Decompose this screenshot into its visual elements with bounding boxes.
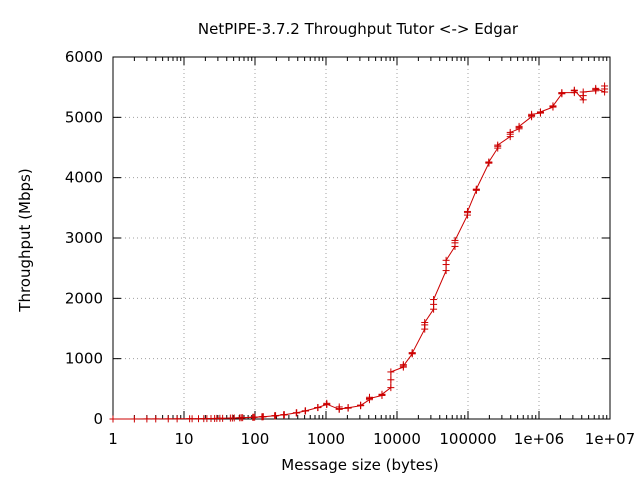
y-tick-label: 3000 (65, 229, 103, 247)
data-point (430, 296, 438, 304)
data-point (570, 86, 578, 94)
axis-ticks (112, 56, 611, 420)
x-tick-label: 1e+07 (585, 430, 635, 448)
x-tick-label: 10000 (373, 430, 421, 448)
data-point (143, 415, 151, 423)
data-point (442, 256, 450, 264)
data-point (302, 407, 310, 415)
x-tick-label: 1000 (307, 430, 345, 448)
data-point (408, 349, 416, 357)
y-tick-labels: 0 1000 2000 3000 4000 5000 6000 (65, 48, 103, 428)
data-point (387, 384, 395, 392)
grid (113, 57, 610, 419)
data-point (259, 413, 267, 421)
data-point (251, 413, 259, 421)
data-point (188, 415, 196, 423)
y-tick-label: 1000 (65, 350, 103, 368)
data-point (558, 89, 566, 97)
data-point (164, 415, 172, 423)
data-point (366, 394, 374, 402)
x-tick-labels: 1 10 100 1000 10000 100000 1e+06 1e+07 (108, 430, 635, 448)
y-axis-label: Throughput (Mbps) (16, 168, 34, 312)
data-point (442, 267, 450, 275)
data-point (451, 236, 459, 244)
data-point (152, 415, 160, 423)
data-point (506, 128, 514, 136)
chart-title: NetPIPE-3.7.2 Throughput Tutor <-> Edgar (198, 20, 519, 38)
data-point (219, 414, 227, 422)
data-point (280, 411, 288, 419)
data-point (335, 405, 343, 413)
y-tick-label: 2000 (65, 289, 103, 307)
data-point (314, 403, 322, 411)
data-point (378, 390, 386, 398)
data-point (463, 207, 471, 215)
series-group (109, 82, 609, 423)
y-tick-label: 4000 (65, 169, 103, 187)
data-point (173, 415, 181, 423)
data-point (357, 401, 365, 409)
data-point (272, 412, 280, 420)
x-tick-label: 1 (108, 430, 118, 448)
data-point (130, 415, 138, 423)
data-point (387, 368, 395, 376)
data-point (485, 158, 493, 166)
data-point (387, 376, 395, 384)
data-point (601, 82, 609, 90)
data-point (293, 409, 301, 417)
data-point (592, 84, 600, 92)
x-axis-label: Message size (bytes) (281, 456, 438, 474)
data-point (549, 102, 557, 110)
y-tick-label: 6000 (65, 48, 103, 66)
data-point (515, 122, 523, 130)
data-point (494, 141, 502, 149)
data-point (536, 108, 544, 116)
y-tick-label: 0 (93, 410, 103, 428)
x-tick-label: 1e+06 (514, 430, 564, 448)
data-point (421, 318, 429, 326)
data-point (472, 185, 480, 193)
data-point (109, 415, 117, 423)
data-point (579, 88, 587, 96)
x-tick-label: 100000 (439, 430, 496, 448)
data-point (239, 414, 247, 422)
data-point (323, 400, 331, 408)
y-tick-label: 5000 (65, 108, 103, 126)
x-tick-label: 10 (174, 430, 193, 448)
data-point (528, 110, 536, 118)
data-point (344, 404, 352, 412)
x-tick-label: 100 (241, 430, 270, 448)
data-point (399, 362, 407, 370)
